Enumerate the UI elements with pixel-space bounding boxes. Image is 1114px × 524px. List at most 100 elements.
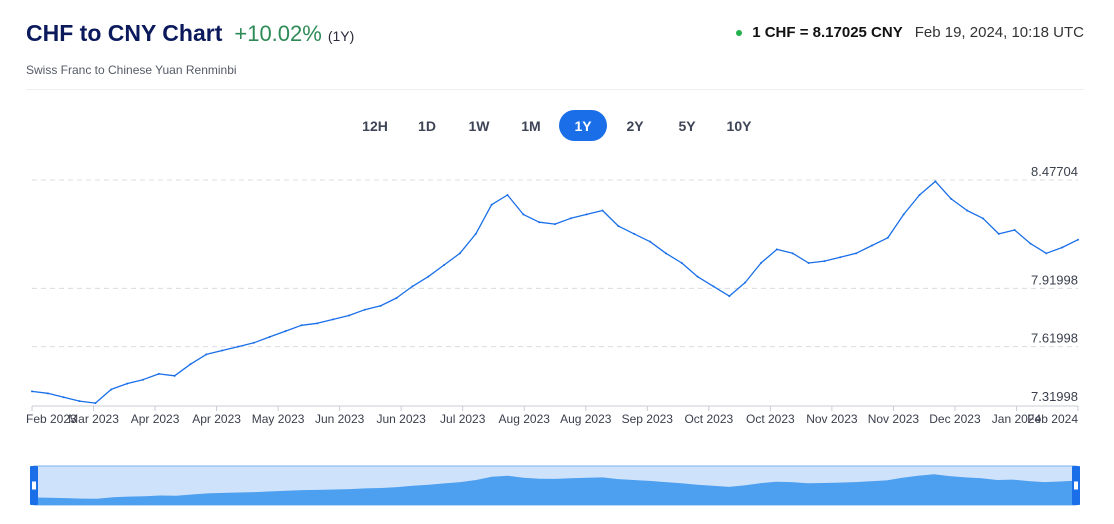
data-point — [78, 400, 81, 403]
y-tick-label: 7.91998 — [1031, 272, 1078, 287]
data-point — [126, 382, 129, 385]
change-period: (1Y) — [327, 28, 355, 44]
range-button-12h[interactable]: 12H — [351, 110, 399, 141]
header-divider — [26, 89, 1084, 90]
live-dot-icon — [736, 29, 743, 36]
range-button-1y[interactable]: 1Y — [559, 110, 607, 141]
x-tick-label: Aug 2023 — [560, 412, 612, 426]
data-point — [569, 217, 572, 220]
data-point — [141, 378, 144, 381]
data-point — [649, 240, 652, 243]
x-tick-label: Sep 2023 — [622, 412, 674, 426]
x-tick-label: Nov 2023 — [806, 412, 858, 426]
data-point — [950, 197, 953, 200]
data-point — [205, 353, 208, 356]
title-row: CHF to CNY Chart +10.02% (1Y) — [26, 20, 1084, 47]
data-point — [617, 225, 620, 228]
data-point — [94, 402, 97, 405]
x-tick-label: Oct 2023 — [684, 412, 733, 426]
data-point — [506, 193, 509, 196]
rate-timestamp: Feb 19, 2024, 10:18 UTC — [914, 24, 1084, 41]
data-point — [237, 345, 240, 348]
data-point — [696, 275, 699, 278]
data-point — [347, 314, 350, 317]
data-point — [601, 209, 604, 212]
data-point — [966, 209, 969, 212]
data-point — [427, 275, 430, 278]
data-point — [902, 213, 905, 216]
handle-grip-icon — [32, 481, 36, 490]
x-tick-label: Aug 2023 — [499, 412, 551, 426]
data-point — [31, 390, 33, 393]
data-point — [633, 232, 636, 235]
range-button-1w[interactable]: 1W — [455, 110, 503, 141]
data-point — [538, 221, 541, 224]
range-button-5y[interactable]: 5Y — [663, 110, 711, 141]
data-point — [474, 232, 477, 235]
chart-header: CHF to CNY Chart +10.02% (1Y) Swiss Fran… — [26, 20, 1084, 80]
data-point — [712, 285, 715, 288]
data-point — [680, 262, 683, 265]
handle-grip-icon — [1074, 481, 1078, 490]
data-point — [62, 396, 65, 399]
x-tick-label: Apr 2023 — [131, 412, 180, 426]
change-percent: +10.02% — [234, 21, 322, 46]
data-point — [1013, 228, 1016, 231]
range-button-1d[interactable]: 1D — [403, 110, 451, 141]
data-point — [855, 252, 858, 255]
page-subtitle: Swiss Franc to Chinese Yuan Renminbi — [26, 63, 237, 77]
data-point — [252, 341, 255, 344]
x-tick-label: Dec 2023 — [929, 412, 981, 426]
data-point — [1077, 238, 1079, 241]
data-point — [664, 252, 667, 255]
range-selector: 12H 1D 1W 1M 1Y 2Y 5Y 10Y — [0, 110, 1114, 141]
data-point — [221, 349, 224, 352]
data-point — [1045, 252, 1048, 255]
data-point — [886, 236, 889, 239]
range-button-1m[interactable]: 1M — [507, 110, 555, 141]
x-tick-label: Jul 2023 — [440, 412, 486, 426]
range-button-2y[interactable]: 2Y — [611, 110, 659, 141]
data-point — [522, 213, 525, 216]
x-tick-label: Jan 2024 — [992, 412, 1042, 426]
data-point — [316, 322, 319, 325]
data-point — [760, 262, 763, 265]
x-tick-label: Apr 2023 — [192, 412, 241, 426]
data-point — [744, 281, 747, 284]
data-point — [839, 256, 842, 259]
data-point — [807, 262, 810, 265]
navigator-area — [34, 474, 1076, 505]
data-point — [934, 180, 937, 183]
rate-value: 1 CHF = 8.17025 CNY — [752, 24, 903, 41]
x-tick-label: May 2023 — [252, 412, 305, 426]
x-tick-label: Feb 2023 — [26, 412, 77, 426]
data-point — [110, 388, 113, 391]
data-point — [870, 244, 873, 247]
current-rate: 1 CHF = 8.17025 CNY Feb 19, 2024, 10:18 … — [736, 24, 1084, 41]
y-tick-label: 7.31998 — [1031, 389, 1078, 404]
data-point — [554, 223, 556, 226]
data-point — [490, 203, 493, 206]
x-tick-label: Mar 2023 — [68, 412, 119, 426]
data-point — [363, 308, 366, 311]
range-button-10y[interactable]: 10Y — [715, 110, 763, 141]
data-point — [775, 248, 778, 251]
data-point — [585, 213, 588, 216]
data-point — [823, 260, 826, 263]
data-point — [395, 297, 398, 300]
x-tick-label: Jun 2023 — [376, 412, 426, 426]
page-title: CHF to CNY Chart — [26, 20, 223, 46]
data-point — [1061, 246, 1064, 249]
data-point — [1029, 242, 1032, 245]
data-point — [791, 252, 794, 255]
data-point — [981, 217, 984, 220]
data-point — [443, 263, 446, 266]
x-tick-label: Oct 2023 — [746, 412, 795, 426]
data-point — [189, 363, 192, 366]
data-point — [268, 335, 271, 338]
x-tick-label: Jun 2023 — [315, 412, 365, 426]
data-point — [284, 330, 287, 333]
data-point — [997, 232, 1000, 235]
data-point — [300, 324, 303, 327]
